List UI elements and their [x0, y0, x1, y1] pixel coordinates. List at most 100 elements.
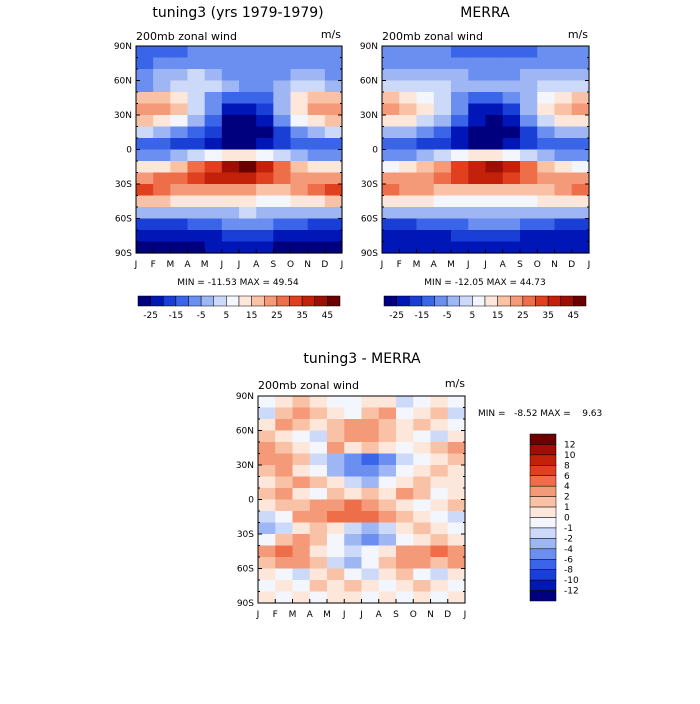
heatmap-cell [136, 103, 154, 116]
colorbar-swatch [472, 295, 486, 307]
heatmap-cell [170, 80, 189, 93]
heatmap-cell [153, 195, 171, 208]
heatmap-cell [430, 430, 449, 443]
heatmap-cell [307, 126, 326, 139]
heatmap-cell [382, 126, 400, 139]
heatmap-cell [571, 241, 590, 254]
heatmap-cell [292, 557, 311, 570]
heatmap-cell [327, 407, 345, 420]
heatmap-cell [256, 46, 274, 59]
heatmap-cell [239, 46, 257, 59]
heatmap-cell [554, 115, 573, 128]
heatmap-cell [309, 534, 328, 547]
heatmap-cell [396, 407, 414, 420]
colorbar-swatch [484, 295, 498, 307]
heatmap-cell [554, 184, 573, 197]
heatmap-cell [290, 80, 309, 93]
heatmap-cell [170, 115, 189, 128]
heatmap-cell [187, 184, 206, 197]
heatmap-cell [290, 149, 309, 162]
heatmap-cell [554, 103, 573, 116]
heatmap-cell [221, 69, 240, 82]
colorbar-swatch [547, 295, 561, 307]
heatmap-cell [290, 195, 309, 208]
colorbar-label: 1 [564, 503, 570, 513]
heatmap-cell [430, 580, 449, 593]
heatmap-cell [378, 453, 397, 466]
panel-title: tuning3 (yrs 1979-1979) [152, 5, 323, 21]
x-tick-label: J [463, 610, 467, 620]
heatmap-cell [256, 69, 274, 82]
heatmap-cell [433, 80, 452, 93]
heatmap-cell [258, 545, 276, 558]
colorbar-swatch [188, 295, 202, 307]
heatmap-cell [502, 46, 521, 59]
heatmap-cell [204, 161, 223, 174]
heatmap-cell [258, 534, 276, 547]
heatmap-cell [258, 419, 276, 432]
colorbar-swatch [314, 295, 328, 307]
heatmap-cell [571, 138, 590, 151]
heatmap-cell [396, 453, 414, 466]
colorbar-swatch [560, 295, 574, 307]
heatmap-cell [396, 488, 414, 501]
heatmap-cell [307, 149, 326, 162]
heatmap-cell [256, 207, 274, 220]
heatmap-cell [290, 57, 309, 70]
heatmap-cell [451, 103, 469, 116]
colorbar-swatch [175, 295, 189, 307]
heatmap-cell [447, 396, 466, 409]
heatmap-cell [361, 591, 380, 604]
colorbar-label: 25 [271, 311, 282, 321]
heatmap-cell [239, 80, 257, 93]
heatmap-cell [485, 46, 504, 59]
heatmap-cell [396, 511, 414, 524]
x-tick-label: M [413, 260, 421, 270]
heatmap-cell [327, 430, 345, 443]
heatmap-cell [378, 545, 397, 558]
colorbar-swatch [434, 295, 448, 307]
colorbar-swatch [529, 496, 557, 508]
heatmap-cell [537, 149, 556, 162]
heatmap-cell [468, 195, 487, 208]
heatmap-cell [382, 172, 400, 185]
colorbar-label: 10 [564, 451, 576, 461]
heatmap-cell [396, 557, 414, 570]
heatmap-cell [537, 69, 556, 82]
heatmap-cell [399, 161, 418, 174]
heatmap-cell [468, 138, 487, 151]
heatmap-cell [430, 499, 449, 512]
heatmap-cell [273, 138, 292, 151]
heatmap-cell [399, 241, 418, 254]
heatmap-cell [275, 476, 294, 489]
heatmap-cell [451, 46, 469, 59]
heatmap-cell [502, 69, 521, 82]
heatmap-cell [344, 534, 363, 547]
heatmap-cell [396, 545, 414, 558]
heatmap-cell [324, 57, 343, 70]
colorbar-swatch [529, 444, 557, 456]
heatmap-cell [554, 57, 573, 70]
heatmap-cell [204, 126, 223, 139]
heatmap-cell [275, 511, 294, 524]
heatmap-cell [309, 419, 328, 432]
x-tick-label: J [359, 610, 363, 620]
heatmap-cell [221, 195, 240, 208]
panel-tuning3: tuning3 (yrs 1979-1979) 200mb zonal wind… [114, 5, 344, 321]
heatmap-cell [468, 92, 487, 105]
heatmap-cell [136, 218, 154, 231]
heatmap-cell [433, 103, 452, 116]
heatmap-cell [204, 103, 223, 116]
heatmap-cell [204, 57, 223, 70]
heatmap-cell [273, 184, 292, 197]
heatmap-cell [416, 138, 435, 151]
x-tick-label: O [287, 260, 294, 270]
heatmap-cell [256, 184, 274, 197]
heatmap-cell [520, 103, 538, 116]
heatmap-cell [361, 545, 380, 558]
heatmap-cell [416, 57, 435, 70]
heatmap-cell [327, 453, 345, 466]
colorbar-swatch [529, 590, 557, 602]
heatmap-cell [344, 407, 363, 420]
heatmap-cell [451, 115, 469, 128]
